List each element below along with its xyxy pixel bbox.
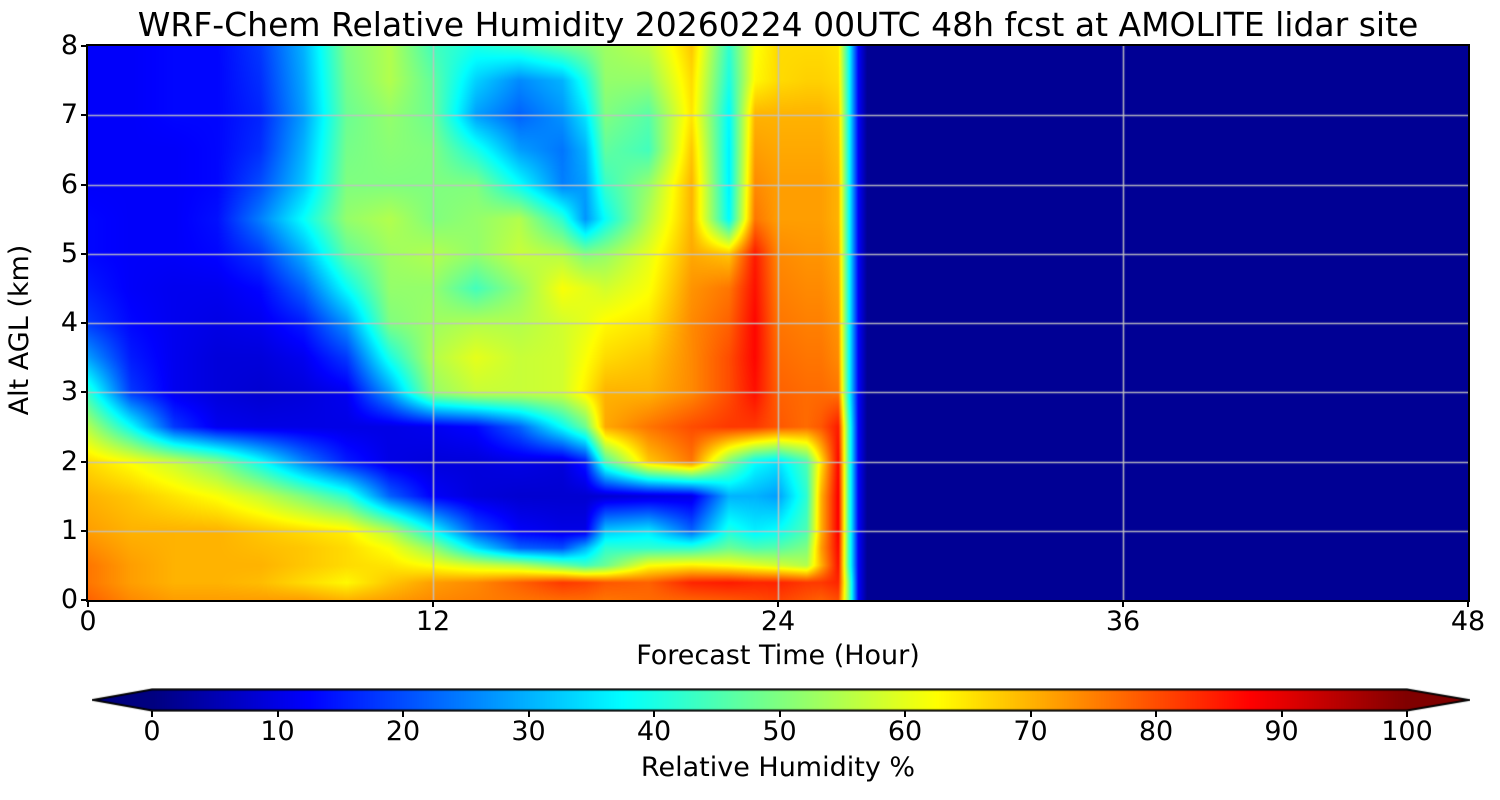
y-tick-label: 4 <box>60 307 78 338</box>
y-tick-mark <box>81 460 88 463</box>
x-tick-mark <box>432 600 434 607</box>
x-tick-label: 48 <box>1450 606 1486 637</box>
y-tick-mark <box>81 391 88 394</box>
x-tick-mark <box>777 600 779 607</box>
x-tick-label: 36 <box>1105 606 1141 637</box>
y-tick-mark <box>81 252 88 255</box>
colorbar-tick-label: 30 <box>511 716 546 747</box>
y-tick-mark <box>81 114 88 117</box>
x-tick-label: 24 <box>760 606 796 637</box>
colorbar-tick-mark <box>653 711 655 717</box>
colorbar-tick-mark <box>1029 711 1032 717</box>
y-tick-mark <box>81 45 88 47</box>
colorbar-label: Relative Humidity % <box>640 752 916 783</box>
colorbar-tick-label: 80 <box>1138 716 1174 747</box>
colorbar-tick-label: 70 <box>1013 716 1048 747</box>
colorbar-tick-mark <box>402 711 404 717</box>
plot-area <box>86 44 1470 602</box>
colorbar-tick-mark <box>1406 711 1408 717</box>
colorbar-tick-label: 20 <box>385 716 421 747</box>
y-tick-label: 0 <box>60 584 78 615</box>
x-tick-mark <box>1122 600 1124 607</box>
colorbar-tick-label: 60 <box>887 716 923 747</box>
colorbar-tick-label: 50 <box>762 716 797 747</box>
colorbar-tick-mark <box>904 711 906 717</box>
x-tick-label: 12 <box>415 606 451 637</box>
colorbar-tick-label: 10 <box>260 716 295 747</box>
chart-title: WRF-Chem Relative Humidity 20260224 00UT… <box>137 5 1419 44</box>
x-tick-mark <box>1467 600 1469 607</box>
colorbar-tick-mark <box>276 711 279 717</box>
y-tick-label: 6 <box>60 168 78 200</box>
colorbar-tick-mark <box>151 711 153 717</box>
x-axis-label: Forecast Time (Hour) <box>636 640 920 671</box>
colorbar-tick-label: 90 <box>1264 716 1299 747</box>
y-tick-label: 1 <box>60 514 78 546</box>
y-tick-label: 8 <box>60 30 78 61</box>
y-tick-label: 2 <box>60 445 78 477</box>
x-tick-mark <box>87 600 89 607</box>
colorbar-tick-mark <box>1155 711 1157 717</box>
colorbar-tick-label: 0 <box>143 716 161 747</box>
colorbar-tick-label: 100 <box>1381 716 1433 747</box>
heatmap-canvas <box>88 46 1468 600</box>
y-tick-mark <box>81 322 88 324</box>
colorbar-canvas <box>92 688 1470 712</box>
y-tick-label: 3 <box>60 376 78 408</box>
y-tick-mark <box>81 529 88 532</box>
y-tick-mark <box>81 183 88 186</box>
colorbar-tick-mark <box>778 711 781 717</box>
colorbar-tick-label: 40 <box>636 716 672 747</box>
y-tick-label: 7 <box>60 99 78 131</box>
y-tick-label: 5 <box>60 237 78 269</box>
colorbar-tick-mark <box>1280 711 1283 717</box>
colorbar-tick-mark <box>527 711 530 717</box>
x-tick-label: 0 <box>79 606 97 637</box>
y-tick-mark <box>81 599 88 601</box>
